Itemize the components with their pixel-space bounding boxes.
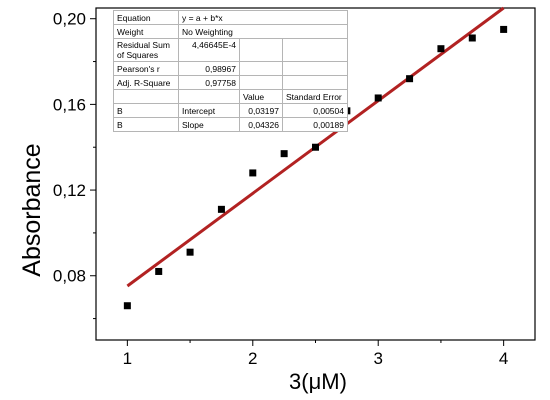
fit-cell: Intercept <box>178 103 240 118</box>
fit-cell <box>282 38 348 62</box>
fit-cell: Residual Sum of Squares <box>113 38 179 62</box>
data-point <box>406 75 414 83</box>
fit-cell <box>282 75 348 90</box>
fit-cell <box>239 38 283 62</box>
fit-cell <box>178 89 240 104</box>
fit-table-row: Adj. R-Square 0,97758 <box>113 75 348 90</box>
fit-cell: No Weighting <box>178 24 348 39</box>
fit-cell <box>113 89 179 104</box>
y-tick-label: 0,20 <box>53 10 86 29</box>
fit-table-row: Equation y = a + b*x <box>113 10 348 25</box>
fit-cell: Slope <box>178 117 240 132</box>
x-tick-label: 4 <box>499 349 508 368</box>
ticks: 1 2 3 4 0,08 0,12 0,16 0,20 <box>53 10 508 368</box>
fit-cell: 0,04326 <box>239 117 283 132</box>
data-point <box>186 248 194 256</box>
fit-table-row: Weight No Weighting <box>113 24 348 39</box>
y-tick-label: 0,16 <box>53 95 86 114</box>
data-point <box>312 143 319 151</box>
fit-cell: 0,03197 <box>239 103 283 118</box>
fit-table-row: Residual Sum of Squares 4,46645E-4 <box>113 38 348 62</box>
fit-table-row: Value Standard Error <box>113 89 348 104</box>
data-point <box>217 205 225 213</box>
fit-cell: y = a + b*x <box>178 10 348 25</box>
fit-cell: Equation <box>113 10 179 25</box>
points-layer <box>123 25 508 310</box>
fit-cell <box>282 61 348 76</box>
data-point <box>437 45 445 53</box>
y-axis-title: Absorbance <box>18 143 46 276</box>
data-point <box>280 150 288 158</box>
x-axis-title: 3(μM) <box>289 369 347 394</box>
x-tick-label: 1 <box>123 349 132 368</box>
data-point <box>123 302 131 310</box>
y-tick-label: 0,08 <box>53 267 86 286</box>
fit-cell <box>239 61 283 76</box>
x-tick-label: 3 <box>373 349 382 368</box>
fit-cell: B <box>113 103 179 118</box>
fit-cell: 0,00504 <box>282 103 348 118</box>
fit-cell: B <box>113 117 179 132</box>
fit-cell: Standard Error <box>282 89 348 104</box>
fit-results-table: Equation y = a + b*x Weight No Weighting… <box>113 10 348 132</box>
data-point <box>468 34 476 42</box>
data-point <box>155 267 163 275</box>
fit-cell: 4,46645E-4 <box>178 38 240 62</box>
fit-cell: Pearson's r <box>113 61 179 76</box>
fit-cell: Weight <box>113 24 179 39</box>
y-tick-label: 0,12 <box>53 181 86 200</box>
fit-cell: Value <box>239 89 283 104</box>
fit-cell <box>239 75 283 90</box>
fit-table-row: B Slope 0,04326 0,00189 <box>113 117 348 132</box>
fit-table-row: Pearson's r 0,98967 <box>113 61 348 76</box>
fit-cell: 0,00189 <box>282 117 348 132</box>
data-point <box>500 25 508 33</box>
x-tick-label: 2 <box>248 349 257 368</box>
fit-cell: 0,97758 <box>178 75 240 90</box>
fit-cell: 0,98967 <box>178 61 240 76</box>
fit-table-row: B Intercept 0,03197 0,00504 <box>113 103 348 118</box>
data-point <box>374 94 382 102</box>
data-point <box>249 169 257 177</box>
fit-cell: Adj. R-Square <box>113 75 179 90</box>
